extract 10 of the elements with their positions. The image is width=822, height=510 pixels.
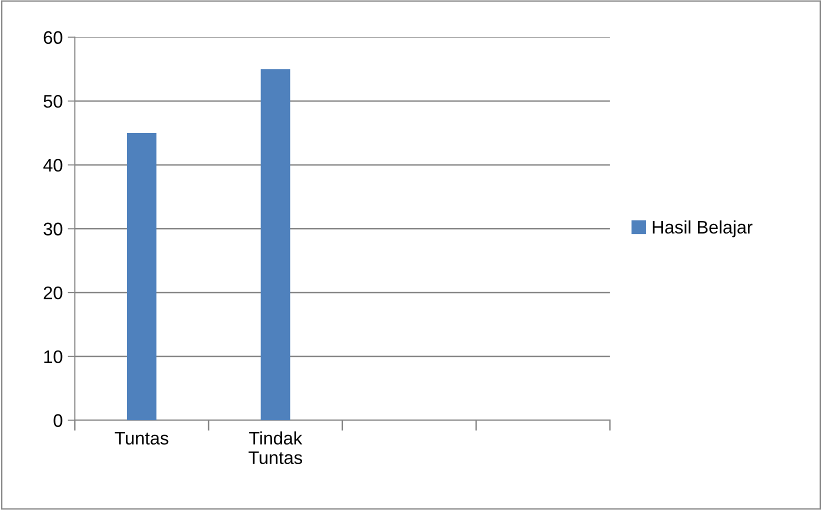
x-tick-label: Tindak Tuntas bbox=[248, 431, 302, 464]
legend-label: Hasil Belajar bbox=[652, 220, 752, 238]
y-tick-label: 20 bbox=[44, 286, 62, 300]
y-tick-label: 50 bbox=[44, 95, 62, 108]
x-tick-label: Tuntas bbox=[114, 432, 168, 445]
y-tick-label: 10 bbox=[44, 350, 62, 364]
y-tick-label: 40 bbox=[43, 158, 62, 172]
y-tick-label: 30 bbox=[44, 222, 62, 236]
y-tick-label: 0 bbox=[54, 414, 62, 427]
y-tick-label: 60 bbox=[44, 31, 62, 44]
